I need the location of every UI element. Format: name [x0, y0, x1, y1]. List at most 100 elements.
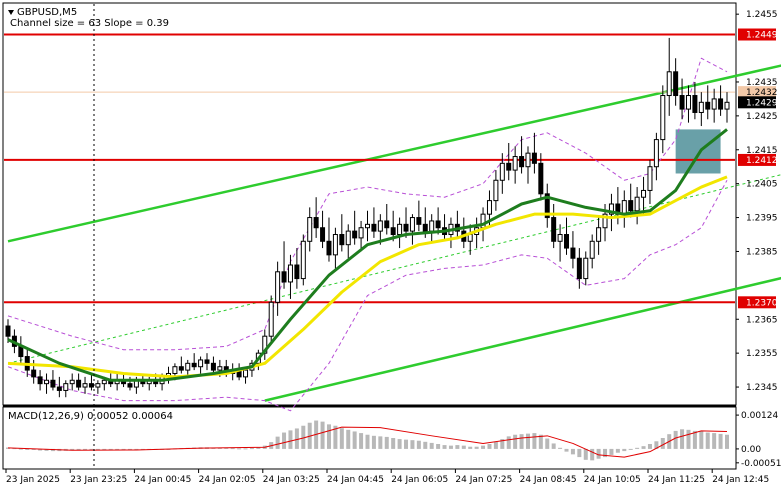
y-tick-label-0: 1.2455: [746, 10, 778, 20]
x-tick-label-2: 24 Jan 00:45: [134, 475, 191, 485]
candle-6: [44, 373, 50, 394]
candle-59: [384, 204, 390, 235]
channel-upper-line: [7, 64, 781, 243]
macd-signal-line: [7, 426, 728, 458]
macd-bar-75: [487, 444, 492, 449]
highlight-zone: [675, 129, 721, 174]
candle-body: [499, 162, 505, 181]
macd-bar-19: [127, 448, 132, 450]
macd-bar-45: [294, 428, 299, 449]
band-upper: [7, 57, 728, 351]
candle-41: [268, 295, 274, 343]
candle-48: [313, 197, 319, 238]
candle-12: [82, 376, 88, 394]
y-tick-label-8: 1.2355: [746, 349, 778, 359]
y-tick-label-6: 1.2385: [746, 247, 778, 257]
collapse-icon[interactable]: [8, 10, 14, 15]
macd-bar-6: [44, 448, 49, 451]
candle-body: [101, 379, 107, 385]
macd-bar-89: [577, 448, 582, 458]
candle-body: [519, 156, 525, 168]
candle-body: [647, 166, 653, 191]
candle-body: [724, 101, 730, 110]
candle-body: [287, 264, 293, 283]
current-price-tag-bg: [738, 96, 776, 109]
candle-7: [50, 370, 56, 391]
candle-body: [5, 325, 11, 337]
candle-body: [63, 383, 69, 391]
candle-body: [345, 230, 351, 246]
x-tick-label-8: 24 Jan 08:45: [520, 475, 577, 485]
level-tag-1-text: 1.2412: [746, 156, 778, 166]
candle-body: [589, 240, 595, 259]
macd-bar-58: [378, 436, 383, 449]
candle-30: [198, 356, 204, 374]
macd-bar-94: [609, 448, 614, 455]
candle-body: [673, 71, 679, 97]
candle-body: [692, 95, 698, 113]
macd-bar-69: [448, 445, 453, 449]
macd-bar-33: [217, 447, 222, 449]
candle-body: [512, 156, 518, 171]
macd-bar-86: [558, 447, 563, 449]
macd-tick-label-1: 0.00: [741, 445, 761, 455]
candle-body: [711, 98, 717, 110]
macd-bar-15: [102, 448, 107, 450]
candle-9: [63, 380, 69, 398]
macd-bar-11: [76, 448, 81, 451]
macd-bar-5: [38, 448, 43, 451]
candle-body: [685, 95, 691, 110]
level-tag-0-text: 1.2449: [746, 31, 778, 41]
candle-body: [397, 223, 403, 236]
macd-bar-62: [404, 439, 409, 449]
candle-body: [403, 223, 409, 232]
candle-body: [416, 217, 422, 225]
macd-bar-63: [410, 440, 415, 449]
level-tag-1-bg: [738, 153, 776, 166]
candle-body: [570, 247, 576, 259]
y-tick-label-3: 1.2415: [746, 146, 778, 156]
candle-110: [711, 88, 717, 123]
candle-64: [416, 200, 422, 232]
candle-14: [95, 380, 101, 394]
macd-bar-91: [590, 448, 595, 461]
macd-bar-64: [416, 440, 421, 449]
channel-lower-line: [264, 276, 781, 402]
macd-bar-76: [493, 441, 498, 449]
macd-bar-95: [615, 448, 620, 453]
candle-body: [429, 220, 435, 232]
candle-body: [178, 366, 184, 371]
bid-tag-text: 1.2432: [746, 88, 778, 98]
candle-11: [76, 373, 82, 391]
candle-106: [685, 85, 691, 123]
macd-bar-74: [481, 445, 486, 449]
candle-body: [268, 301, 274, 337]
candle-body: [377, 220, 383, 232]
ma-fast-line: [7, 128, 728, 382]
candle-body: [217, 366, 223, 371]
candle-32: [210, 356, 216, 374]
candle-99: [641, 176, 647, 215]
candle-body: [666, 71, 672, 97]
candle-body: [705, 101, 711, 110]
candle-28: [185, 359, 191, 377]
macd-bar-38: [249, 448, 254, 450]
level-tag-0: 1.2449: [738, 28, 778, 41]
candle-body: [371, 223, 377, 232]
candle-89: [576, 248, 582, 289]
macd-bar-53: [346, 429, 351, 449]
macd-bar-99: [641, 446, 646, 449]
macd-bar-44: [288, 430, 293, 449]
macd-bar-3: [25, 448, 30, 450]
macd-bar-66: [429, 442, 434, 449]
macd-bar-57: [371, 435, 376, 449]
candle-13: [88, 373, 94, 391]
candle-57: [371, 207, 377, 238]
candle-body: [185, 362, 191, 371]
x-tick-label-7: 24 Jan 07:25: [455, 475, 512, 485]
candle-body: [602, 213, 608, 229]
x-tick-label-6: 24 Jan 06:05: [391, 475, 448, 485]
candle-body: [69, 379, 75, 385]
candle-103: [666, 37, 672, 116]
candle-100: [647, 159, 653, 204]
